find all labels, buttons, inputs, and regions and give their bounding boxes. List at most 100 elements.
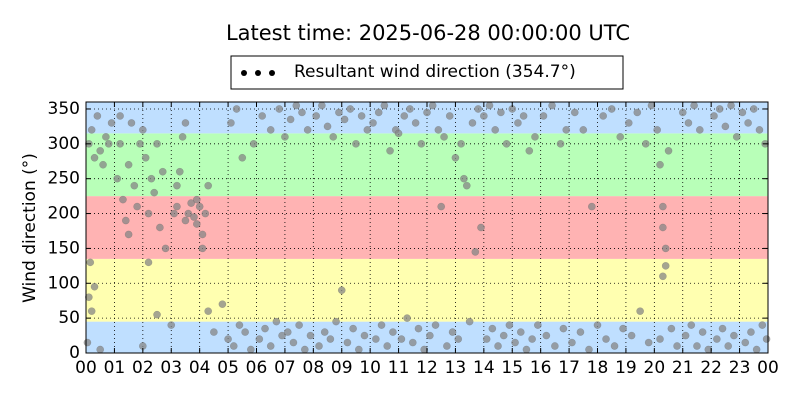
data-point — [732, 133, 741, 141]
data-point — [255, 335, 264, 343]
data-point — [659, 223, 667, 232]
x-tick-label: 17 — [558, 358, 580, 378]
data-point — [292, 101, 301, 110]
data-point — [471, 248, 480, 256]
data-point — [579, 126, 588, 134]
data-point — [713, 335, 721, 343]
data-point — [369, 119, 377, 127]
data-point — [303, 126, 312, 134]
data-point — [403, 314, 411, 322]
data-point — [161, 244, 170, 253]
x-tick-label: 10 — [359, 358, 381, 378]
data-point — [690, 101, 698, 110]
legend-marker — [269, 70, 275, 76]
data-point — [99, 160, 107, 169]
data-point — [394, 129, 403, 138]
x-tick-label: 00 — [75, 358, 97, 378]
data-point — [519, 112, 528, 120]
data-point — [136, 139, 144, 148]
data-point — [624, 119, 633, 127]
data-point — [460, 174, 468, 183]
data-point — [516, 328, 525, 336]
data-point — [144, 258, 153, 267]
data-point — [315, 342, 323, 350]
data-point — [738, 108, 747, 117]
data-point — [616, 133, 625, 141]
y-tick-label: 150 — [48, 238, 80, 258]
data-point — [664, 146, 673, 155]
legend-label: Resultant wind direction (354.7°) — [294, 62, 576, 82]
data-point — [423, 108, 431, 117]
data-point — [414, 324, 423, 333]
data-point — [559, 324, 568, 333]
x-tick-label: 06 — [246, 358, 268, 378]
data-point — [349, 324, 357, 333]
data-point — [374, 108, 383, 117]
data-point — [698, 328, 707, 336]
data-point — [141, 153, 150, 162]
data-point — [656, 335, 664, 343]
data-point — [718, 324, 727, 333]
data-point — [153, 139, 161, 148]
data-point — [479, 112, 488, 120]
data-point — [363, 126, 372, 134]
data-point — [340, 115, 349, 124]
data-point — [428, 101, 437, 110]
x-tick-label: 07 — [274, 358, 296, 378]
data-point — [187, 199, 195, 207]
data-point — [593, 321, 602, 329]
data-point — [275, 105, 284, 113]
data-point — [548, 101, 556, 110]
x-tick-label: 16 — [530, 358, 552, 378]
x-tick-label: 11 — [388, 358, 410, 378]
data-point — [437, 202, 446, 211]
data-point — [116, 139, 124, 148]
data-point — [465, 317, 474, 326]
data-point — [619, 324, 627, 333]
x-tick-label: 20 — [644, 358, 666, 378]
data-point — [337, 286, 346, 295]
data-point — [411, 119, 420, 127]
data-point — [556, 139, 565, 148]
data-point — [343, 338, 352, 347]
data-point — [312, 112, 321, 120]
x-tick-label: 01 — [104, 358, 126, 378]
data-point — [762, 335, 771, 343]
data-point — [286, 115, 295, 124]
data-point — [636, 307, 644, 316]
data-point — [505, 321, 514, 329]
data-point — [138, 126, 147, 134]
data-point — [721, 122, 730, 131]
data-point — [585, 345, 593, 354]
data-point — [124, 160, 133, 169]
data-point — [178, 133, 187, 141]
data-point — [380, 101, 389, 110]
data-point — [602, 335, 610, 343]
data-point — [300, 345, 309, 354]
data-point — [184, 209, 193, 218]
data-point — [434, 126, 443, 134]
data-point — [454, 335, 463, 343]
data-point — [389, 328, 397, 336]
x-tick-label: 21 — [672, 358, 694, 378]
data-point — [491, 126, 500, 134]
data-point — [127, 119, 136, 127]
data-point — [175, 167, 184, 176]
x-tick-label: 05 — [217, 358, 239, 378]
data-point — [235, 321, 244, 329]
data-point — [406, 105, 414, 113]
data-point — [198, 230, 207, 239]
data-point — [397, 335, 406, 343]
data-point — [681, 331, 690, 340]
data-point — [326, 335, 335, 343]
data-point — [425, 331, 434, 340]
y-tick-label: 350 — [48, 99, 80, 119]
data-point — [90, 153, 99, 162]
data-point — [400, 112, 409, 120]
data-point — [448, 328, 457, 336]
data-point — [224, 335, 232, 343]
data-point — [451, 153, 460, 162]
data-point — [354, 345, 363, 354]
data-point — [156, 223, 164, 232]
